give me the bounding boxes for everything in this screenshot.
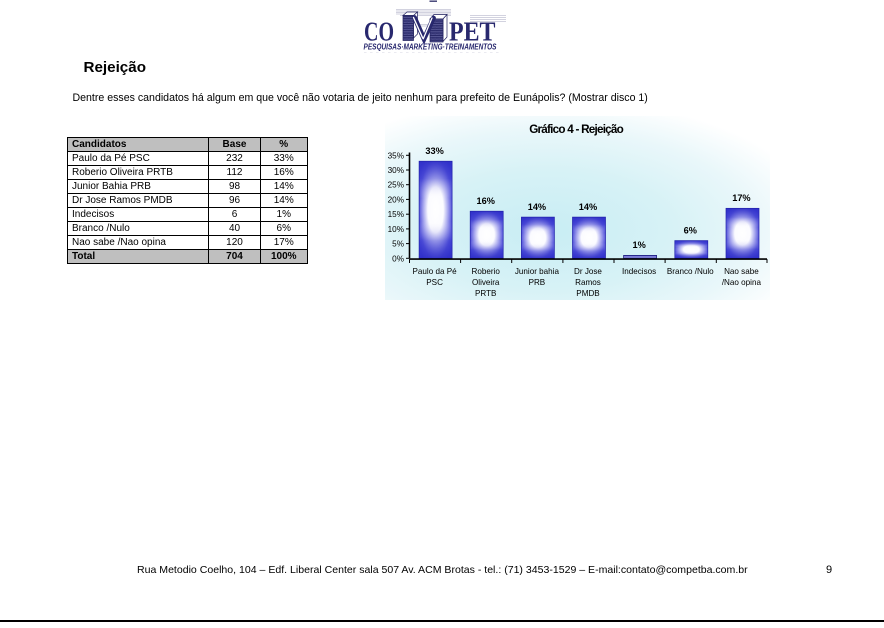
svg-text:14%: 14% <box>528 202 546 212</box>
svg-text:16%: 16% <box>477 196 495 206</box>
svg-text:25%: 25% <box>388 181 404 190</box>
svg-text:15%: 15% <box>388 210 404 219</box>
svg-text:Roberio: Roberio <box>472 267 501 276</box>
svg-text:17%: 17% <box>732 193 750 203</box>
svg-text:Oliveira: Oliveira <box>472 278 500 287</box>
svg-text:/Nao opina: /Nao opina <box>722 278 762 287</box>
svg-text:Dr Jose: Dr Jose <box>574 267 602 276</box>
svg-text:Branco /Nulo: Branco /Nulo <box>667 267 714 276</box>
svg-text:PMDB: PMDB <box>576 289 599 298</box>
svg-text:33%: 33% <box>425 146 443 156</box>
svg-text:10%: 10% <box>388 225 404 234</box>
svg-text:Gráfico 4 - Rejeição: Gráfico 4 - Rejeição <box>529 123 624 136</box>
svg-text:PRTB: PRTB <box>475 289 496 298</box>
svg-text:CO: CO <box>364 17 394 47</box>
svg-text:PSC: PSC <box>426 278 443 287</box>
svg-text:PET: PET <box>449 17 496 47</box>
svg-text:Nao sabe: Nao sabe <box>724 267 759 276</box>
svg-text:Ramos: Ramos <box>575 278 601 287</box>
svg-text:Indecisos: Indecisos <box>622 267 656 276</box>
svg-text:PESQUISAS·MARKETING·TREINAMENT: PESQUISAS·MARKETING·TREINAMENTOS <box>364 42 497 52</box>
svg-text:5%: 5% <box>392 240 404 249</box>
svg-text:35%: 35% <box>388 151 404 160</box>
svg-text:6%: 6% <box>684 225 697 235</box>
svg-text:Paulo da Pé: Paulo da Pé <box>413 267 458 276</box>
svg-text:Junior bahia: Junior bahia <box>515 267 560 276</box>
svg-text:PRB: PRB <box>529 278 546 287</box>
svg-text:20%: 20% <box>388 195 404 204</box>
svg-text:1%: 1% <box>632 240 645 250</box>
svg-text:30%: 30% <box>388 166 404 175</box>
svg-text:0%: 0% <box>392 254 404 263</box>
svg-text:14%: 14% <box>579 202 597 212</box>
